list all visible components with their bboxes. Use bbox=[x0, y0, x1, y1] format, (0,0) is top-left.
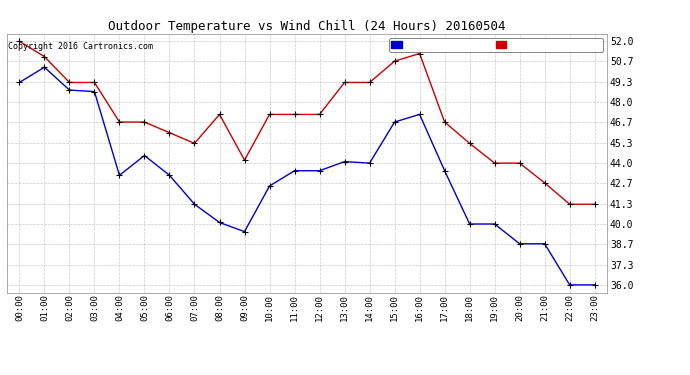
Legend: Wind Chill  (°F), Temperature  (°F): Wind Chill (°F), Temperature (°F) bbox=[389, 38, 602, 52]
Text: Copyright 2016 Cartronics.com: Copyright 2016 Cartronics.com bbox=[8, 42, 153, 51]
Title: Outdoor Temperature vs Wind Chill (24 Hours) 20160504: Outdoor Temperature vs Wind Chill (24 Ho… bbox=[108, 20, 506, 33]
